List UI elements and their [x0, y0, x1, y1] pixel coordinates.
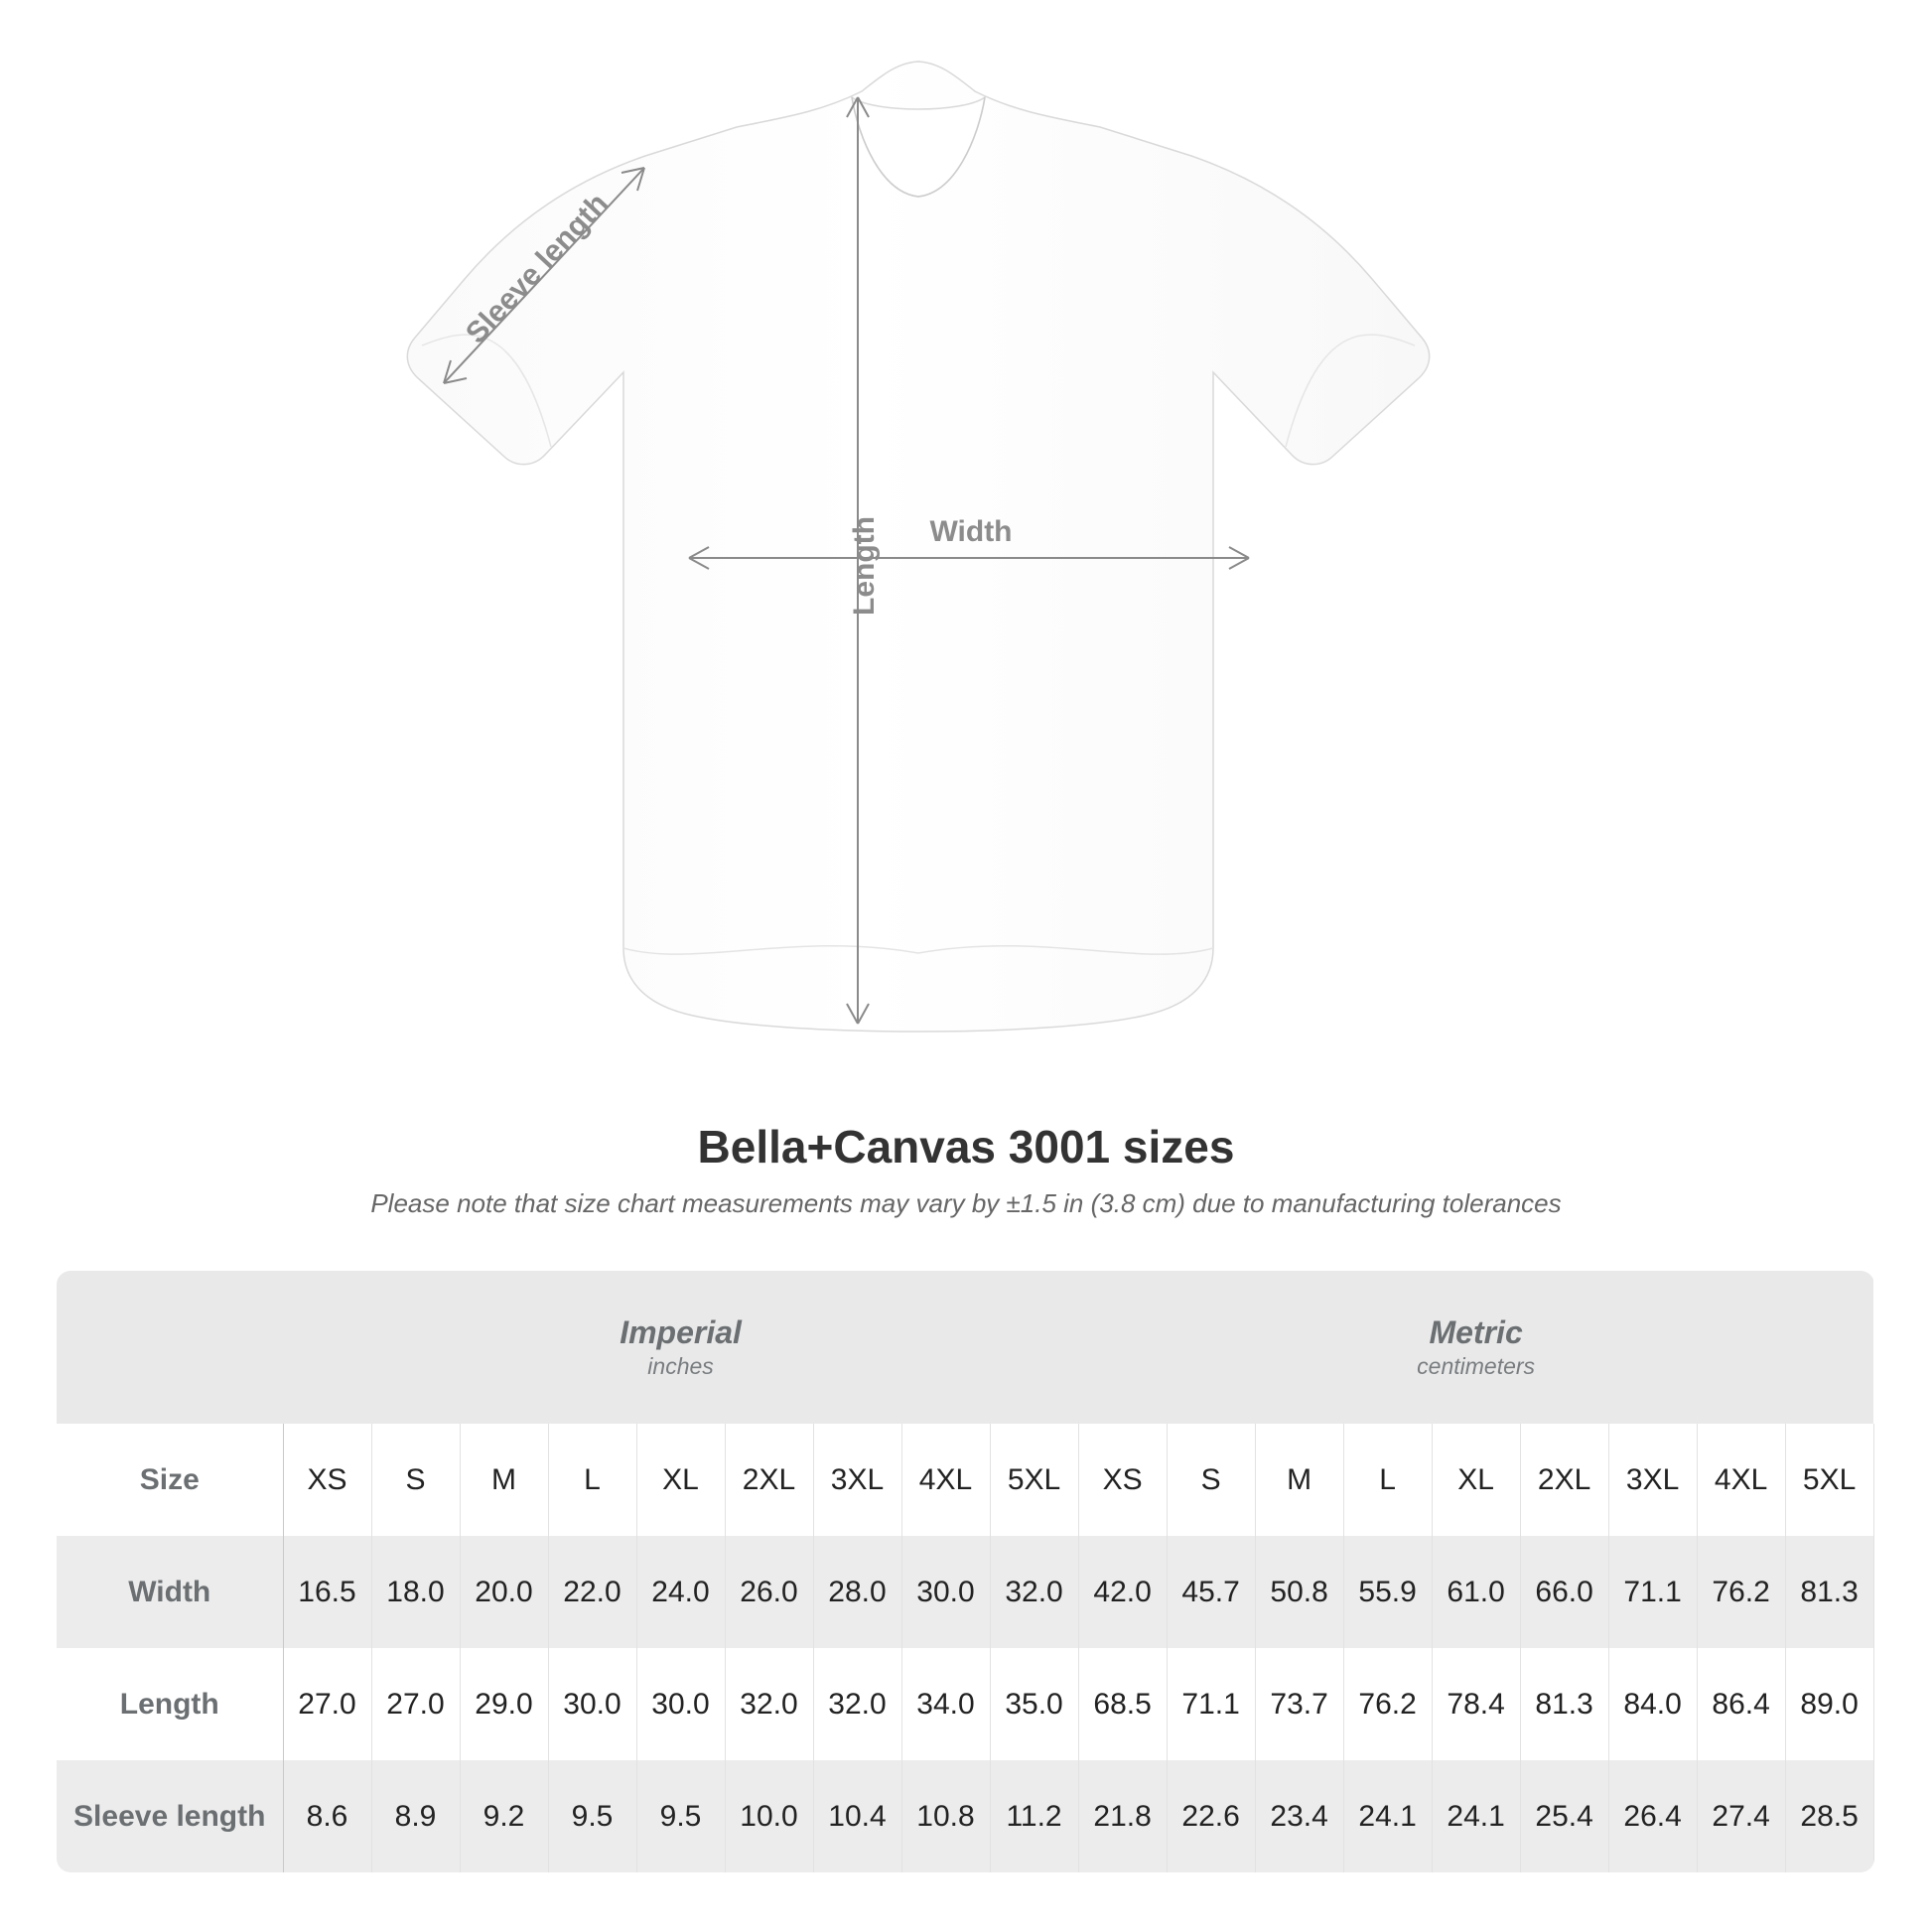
svg-text:Length: Length — [848, 516, 881, 616]
svg-text:Width: Width — [929, 515, 1012, 548]
